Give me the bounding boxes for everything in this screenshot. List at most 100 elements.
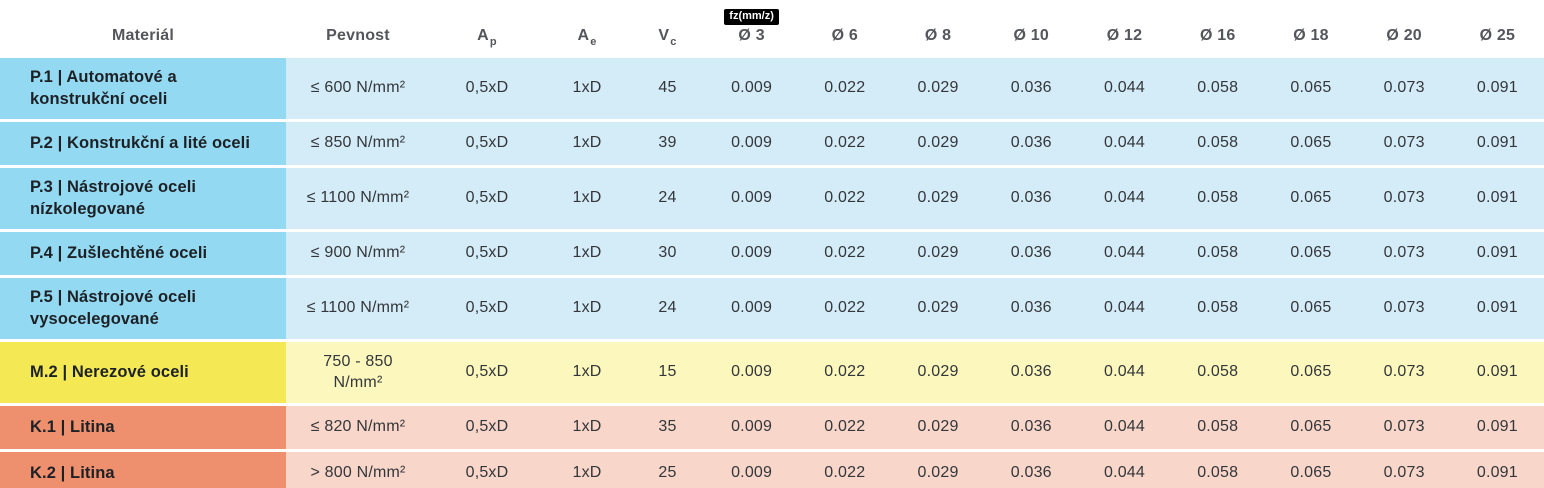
fz-value-cell: 0.044 (1103, 189, 1146, 207)
table-row-p3: P.3 | Nástrojové oceli nízkolegované ≤ 1… (0, 168, 1544, 229)
ae-cell: 1xD (572, 189, 602, 207)
fz-value-cell: 0.044 (1103, 244, 1146, 262)
fz-value-cell: 0.091 (1476, 189, 1518, 207)
fz-value-cell: 0.022 (824, 363, 866, 381)
fz-value-cell: 0.036 (1010, 79, 1052, 97)
fz-unit-badge: fz(mm/z) (724, 9, 779, 25)
fz-value-cell: 0.091 (1476, 299, 1518, 317)
fz-value-cell: 0.022 (824, 79, 866, 97)
ae-cell: 1xD (572, 363, 602, 381)
fz-value-cell: 0.073 (1383, 464, 1425, 482)
fz-value-cell: 0.022 (824, 244, 866, 262)
header-diameter-6: Ø 6 (831, 27, 859, 44)
ae-cell: 1xD (572, 299, 602, 317)
header-diameter-16: Ø 16 (1199, 27, 1236, 44)
fz-value-cell: 0.044 (1103, 134, 1146, 152)
fz-value-cell: 0.058 (1197, 244, 1239, 262)
ap-cell: 0,5xD (465, 244, 509, 262)
fz-value-cell: 0.058 (1197, 79, 1239, 97)
fz-value-cell: 0.065 (1290, 418, 1332, 436)
material-cell: K.2 | Litina (0, 452, 286, 488)
fz-value-cell: 0.036 (1010, 464, 1052, 482)
fz-value-cell: 0.036 (1010, 418, 1052, 436)
header-vc-base: V (658, 27, 670, 44)
fz-value-cell: 0.036 (1010, 244, 1052, 262)
material-cell: P.1 | Automatové a konstrukční oceli (0, 58, 286, 119)
table-row-m2: M.2 | Nerezové oceli 750 - 850 N/mm² 0,5… (0, 342, 1544, 403)
header-vc-sub: c (670, 36, 677, 48)
fz-value-cell: 0.091 (1476, 418, 1518, 436)
material-cell: P.5 | Nástrojové oceli vysocelegované (0, 278, 286, 339)
fz-value-cell: 0.022 (824, 189, 866, 207)
fz-value-cell: 0.009 (731, 299, 773, 317)
fz-value-cell: 0.058 (1197, 299, 1239, 317)
fz-value-cell: 0.065 (1290, 134, 1332, 152)
pevnost-cell: 750 - 850 N/mm² (323, 352, 393, 391)
fz-value-cell: 0.029 (917, 189, 959, 207)
table-row-p5: P.5 | Nástrojové oceli vysocelegované ≤ … (0, 278, 1544, 339)
fz-value-cell: 0.058 (1197, 363, 1239, 381)
ap-cell: 0,5xD (465, 464, 509, 482)
material-cell: P.4 | Zušlechtěné oceli (0, 232, 286, 275)
ap-cell: 0,5xD (465, 363, 509, 381)
fz-value-cell: 0.058 (1197, 464, 1239, 482)
fz-value-cell: 0.073 (1383, 418, 1425, 436)
table-row-k2: K.2 | Litina > 800 N/mm² 0,5xD 1xD 25 0.… (0, 452, 1544, 488)
header-pevnost: Pevnost (326, 27, 390, 44)
header-diameter-20: Ø 20 (1386, 27, 1422, 44)
ae-cell: 1xD (572, 244, 602, 262)
fz-value-cell: 0.029 (917, 244, 959, 262)
vc-cell: 25 (658, 464, 677, 482)
fz-value-cell: 0.009 (731, 244, 773, 262)
fz-value-cell: 0.073 (1383, 363, 1425, 381)
ap-cell: 0,5xD (465, 189, 509, 207)
vc-cell: 45 (658, 79, 677, 97)
material-cell: K.1 | Litina (0, 406, 286, 449)
fz-value-cell: 0.044 (1103, 464, 1146, 482)
fz-value-cell: 0.065 (1290, 79, 1332, 97)
fz-value-cell: 0.029 (917, 79, 959, 97)
header-diameter-18: Ø 18 (1293, 27, 1329, 44)
fz-value-cell: 0.029 (917, 464, 959, 482)
fz-value-cell: 0.065 (1290, 464, 1332, 482)
fz-value-cell: 0.065 (1290, 299, 1332, 317)
fz-value-cell: 0.091 (1476, 464, 1518, 482)
fz-value-cell: 0.036 (1010, 134, 1052, 152)
fz-value-cell: 0.009 (731, 464, 773, 482)
fz-value-cell: 0.009 (731, 363, 773, 381)
pevnost-cell: ≤ 820 N/mm² (310, 418, 406, 436)
pevnost-cell: ≤ 900 N/mm² (310, 244, 406, 262)
pevnost-cell: ≤ 1100 N/mm² (306, 189, 410, 207)
vc-cell: 39 (658, 134, 677, 152)
header-diameter-3: fz(mm/z) Ø 3 (705, 0, 798, 58)
pevnost-cell: ≤ 850 N/mm² (310, 134, 406, 152)
fz-value-cell: 0.065 (1290, 244, 1332, 262)
header-ae-base: A (577, 27, 590, 44)
fz-value-cell: 0.009 (731, 134, 773, 152)
fz-value-cell: 0.091 (1476, 79, 1518, 97)
material-cell: P.3 | Nástrojové oceli nízkolegované (0, 168, 286, 229)
fz-value-cell: 0.009 (731, 79, 773, 97)
fz-value-cell: 0.036 (1010, 363, 1052, 381)
ap-cell: 0,5xD (465, 134, 509, 152)
fz-value-cell: 0.029 (917, 299, 959, 317)
fz-value-cell: 0.022 (824, 418, 866, 436)
fz-value-cell: 0.044 (1103, 363, 1146, 381)
vc-cell: 30 (658, 244, 677, 262)
header-material: Materiál (111, 27, 175, 44)
fz-value-cell: 0.065 (1290, 189, 1332, 207)
fz-value-cell: 0.073 (1383, 134, 1425, 152)
fz-value-cell: 0.073 (1383, 79, 1425, 97)
table-row-p2: P.2 | Konstrukční a lité oceli ≤ 850 N/m… (0, 122, 1544, 165)
header-ap-base: A (477, 27, 489, 44)
pevnost-cell: ≤ 600 N/mm² (310, 79, 406, 97)
fz-value-cell: 0.065 (1290, 363, 1332, 381)
table-row-p4: P.4 | Zušlechtěné oceli ≤ 900 N/mm² 0,5x… (0, 232, 1544, 275)
vc-cell: 15 (658, 363, 677, 381)
fz-value-cell: 0.058 (1197, 189, 1239, 207)
fz-value-cell: 0.022 (824, 134, 866, 152)
vc-cell: 24 (658, 189, 677, 207)
vc-cell: 35 (658, 418, 677, 436)
